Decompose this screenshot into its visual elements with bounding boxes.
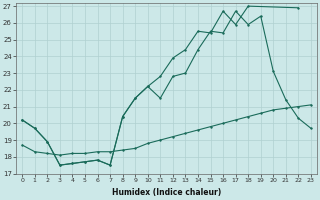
X-axis label: Humidex (Indice chaleur): Humidex (Indice chaleur): [112, 188, 221, 197]
